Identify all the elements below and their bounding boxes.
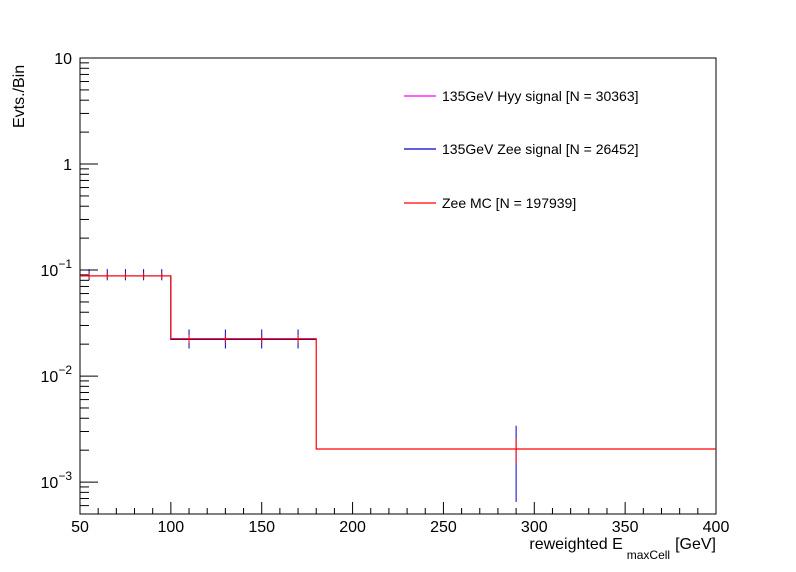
y-tick-label: 10−1 [41,257,73,280]
y-tick-label-base: 10 [41,475,59,492]
x-tick-label: 150 [248,519,275,536]
y-tick-label-exponent: −1 [58,257,72,271]
y-tick-label: 10−3 [41,469,73,492]
series-step-line [80,275,317,340]
plot-frame [79,57,717,515]
x-tick-label: 200 [339,519,366,536]
legend-entry-label: 135GeV Hyy signal [N = 30363] [442,88,639,104]
y-tick-label-base: 10 [41,263,59,280]
series-group [80,272,716,464]
x-axis-title-unit: [GeV] [675,536,716,553]
y-tick-label-base: 10 [41,369,59,386]
x-tick-label: 350 [612,519,639,536]
series-step-line [80,275,716,450]
y-tick-label: 10 [54,51,72,68]
series-layer [80,269,716,502]
x-tick-label: 50 [71,519,89,536]
x-axis-title-main: reweighted E [529,536,622,553]
x-axis-ticks: 50 100 150 200 250 300 350 400 [71,502,729,536]
x-axis-title: reweighted E maxCell [GeV] [529,536,716,562]
x-tick-label: 400 [703,519,730,536]
y-axis-title: Evts./Bin [11,65,28,128]
y-tick-label-exponent: −2 [58,363,72,377]
legend-entry-label: Zee MC [N = 197939] [442,195,576,211]
y-tick-label-exponent: −3 [58,469,72,483]
x-axis-title-subscript: maxCell [627,548,670,562]
series-group [80,269,517,502]
y-tick-label-base: 10 [54,51,72,68]
y-tick-label: 10−2 [41,363,73,386]
x-tick-label: 250 [430,519,457,536]
x-tick-label: 300 [521,519,548,536]
legend-entry-label: 135GeV Zee signal [N = 26452] [442,141,639,157]
y-tick-label-base: 1 [63,157,72,174]
y-tick-label: 1 [63,157,72,174]
x-tick-label: 100 [158,519,185,536]
legend: 135GeV Hyy signal [N = 30363] 135GeV Zee … [404,88,639,211]
